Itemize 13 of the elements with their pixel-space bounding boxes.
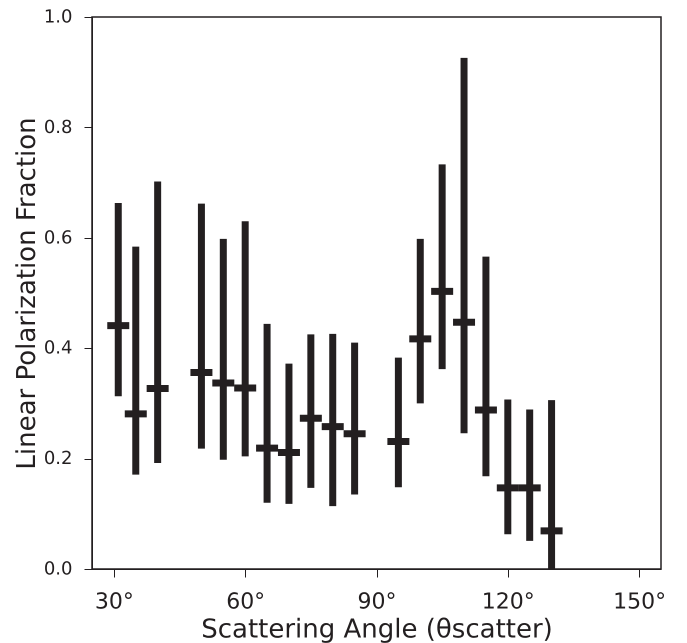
x-tick-label: 90° bbox=[358, 590, 396, 614]
x-tick-label: 30° bbox=[94, 590, 134, 614]
y-tick-label: 0.4 bbox=[44, 338, 72, 359]
y-tick-label: 0.6 bbox=[44, 227, 72, 248]
x-tick-label: 150° bbox=[613, 590, 666, 614]
y-axis-title: Linear Polarization Fraction bbox=[12, 117, 42, 470]
x-tick-label: 60° bbox=[226, 590, 266, 614]
y-tick-label: 0.0 bbox=[44, 558, 72, 580]
y-tick-label: 0.8 bbox=[44, 116, 72, 138]
x-axis-title: Scattering Angle (θscatter) bbox=[201, 614, 553, 643]
x-tick-label: 120° bbox=[482, 590, 535, 614]
y-tick-label: 0.2 bbox=[44, 448, 72, 470]
y-tick-label: 1.0 bbox=[44, 6, 72, 28]
